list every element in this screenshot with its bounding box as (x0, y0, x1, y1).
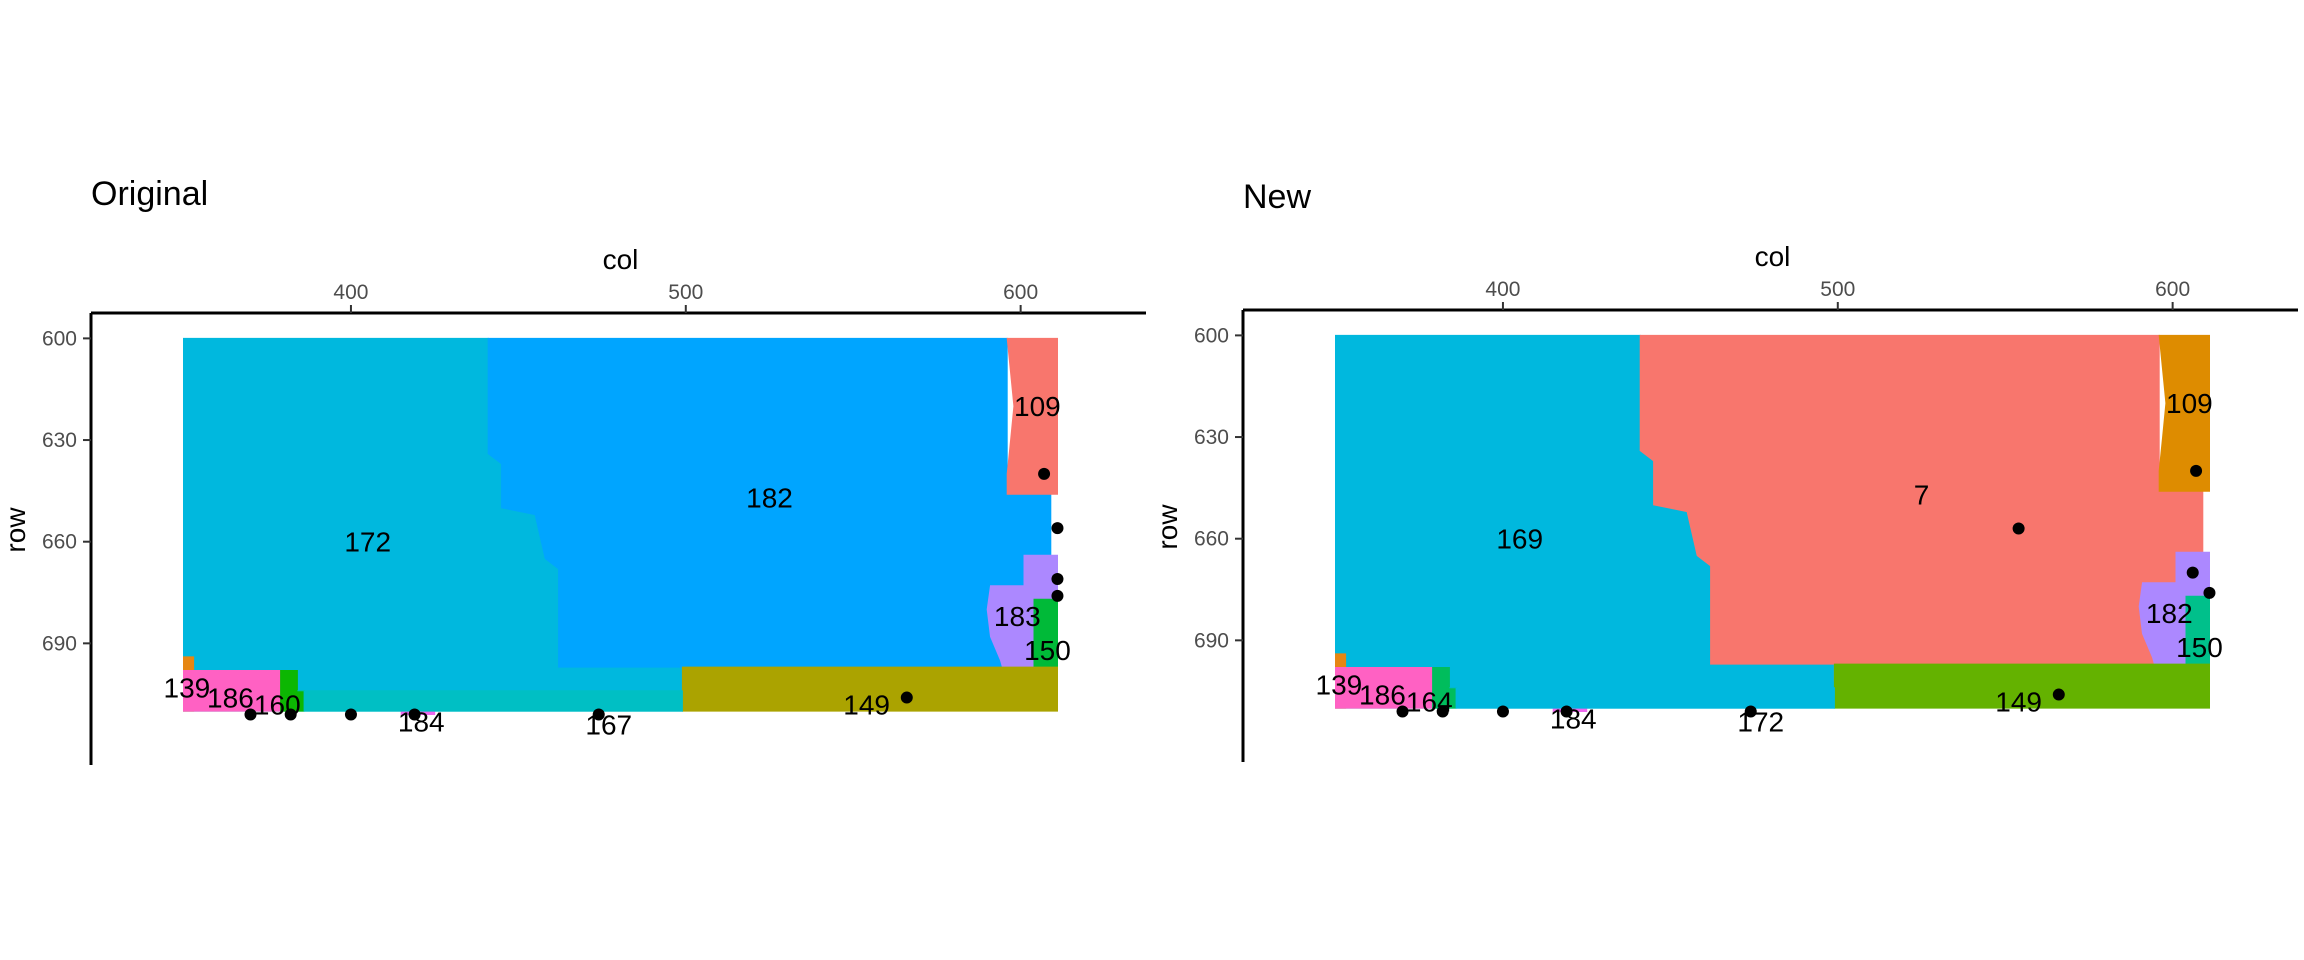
region-label-109: 109 (1014, 391, 1061, 422)
centroid-point (2012, 522, 2025, 535)
centroid-point (1396, 705, 1409, 718)
y-tick-label: 690 (42, 632, 77, 655)
x-tick-label: 600 (2155, 278, 2190, 301)
region-label-184: 184 (398, 706, 445, 737)
centroid-point (344, 708, 357, 721)
centroid-point (1038, 467, 1051, 480)
x-axis-title: col (1755, 241, 1791, 272)
centroid-point (1436, 705, 1449, 718)
centroid-point (1560, 705, 1573, 718)
region-label-169: 169 (1496, 524, 1543, 555)
centroid-point (1744, 705, 1757, 718)
region-label-172: 172 (344, 527, 391, 558)
centroid-point (284, 708, 297, 721)
centroid-point (2190, 464, 2203, 477)
chart-title: New (1243, 178, 1311, 216)
y-tick-label: 630 (42, 429, 77, 452)
centroid-point (1051, 522, 1064, 535)
region-label-164: 164 (1406, 686, 1453, 717)
region-label-7: 7 (1914, 480, 1930, 511)
y-tick-label: 600 (1194, 324, 1229, 347)
x-tick-label: 400 (333, 281, 368, 304)
region-172 (1449, 687, 1835, 709)
y-tick-label: 600 (42, 327, 77, 350)
y-tick-label: 690 (1194, 629, 1229, 652)
region-label-139: 139 (1316, 669, 1363, 700)
x-tick-label: 400 (1485, 278, 1520, 301)
centroid-point (244, 708, 257, 721)
region-label-186: 186 (207, 683, 254, 714)
y-axis-title: row (1152, 504, 1183, 550)
region-167 (297, 690, 683, 712)
centroid-point (1051, 572, 1064, 585)
region-label-149: 149 (843, 689, 890, 720)
centroid-point (2186, 566, 2199, 579)
region-label-186: 186 (1359, 680, 1406, 711)
centroid-point (408, 708, 421, 721)
centroid-point (592, 708, 605, 721)
centroid-point (1496, 705, 1509, 718)
region-label-172: 172 (1737, 707, 1784, 738)
region-label-160: 160 (254, 689, 301, 720)
centroid-point (2052, 688, 2065, 701)
y-tick-label: 660 (42, 531, 77, 554)
region-label-182: 182 (2146, 598, 2193, 629)
centroid-point (1051, 589, 1064, 602)
region-label-182: 182 (746, 483, 793, 514)
region-label-109: 109 (2166, 388, 2213, 419)
y-axis-title: row (0, 507, 31, 553)
centroid-point (900, 691, 913, 704)
centroid-point (2203, 586, 2216, 599)
region-label-150: 150 (2176, 632, 2223, 663)
y-tick-label: 660 (1194, 528, 1229, 551)
region-label-149: 149 (1995, 686, 2042, 717)
region-label-184: 184 (1550, 703, 1597, 734)
y-tick-label: 630 (1194, 426, 1229, 449)
x-tick-label: 500 (668, 281, 703, 304)
x-tick-label: 600 (1003, 281, 1038, 304)
region-label-183: 183 (994, 601, 1041, 632)
region-label-139: 139 (164, 672, 211, 703)
region-label-167: 167 (585, 710, 632, 741)
region-109 (2158, 334, 2210, 492)
x-tick-label: 500 (1820, 278, 1855, 301)
region-label-150: 150 (1024, 635, 1071, 666)
chart-title: Original (91, 175, 208, 213)
region-109 (1006, 337, 1058, 495)
x-axis-title: col (603, 244, 639, 275)
